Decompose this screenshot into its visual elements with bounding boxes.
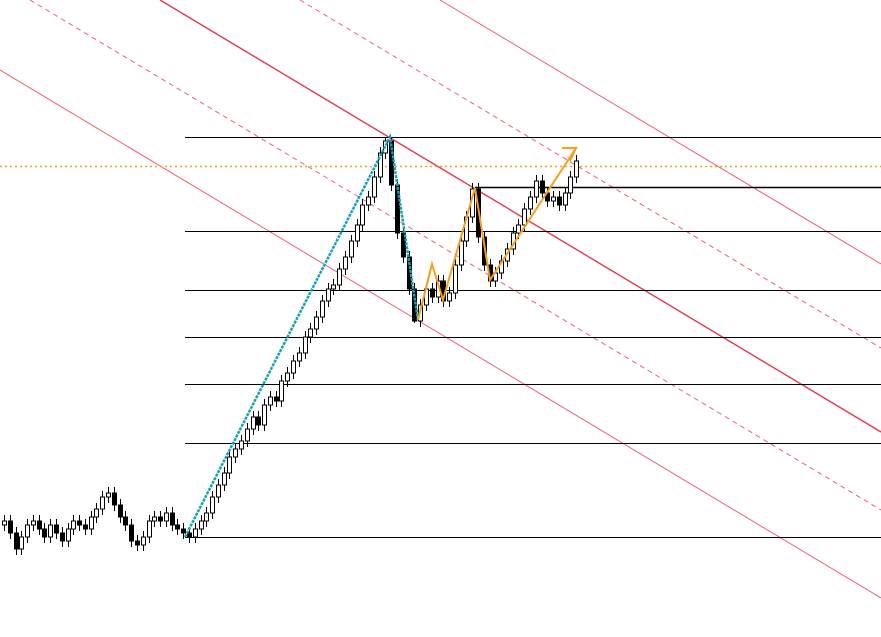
candle-body <box>343 256 348 270</box>
candle-body <box>412 288 417 322</box>
candle-body <box>331 284 336 290</box>
candle-body <box>239 440 244 450</box>
correction-wave <box>417 147 577 321</box>
candle-body <box>285 372 290 382</box>
candle-body <box>534 180 539 198</box>
candle-body <box>135 540 140 546</box>
candle-body <box>303 336 308 354</box>
candle-body <box>181 528 186 534</box>
candle-body <box>574 160 579 178</box>
pitchfork-channel <box>0 0 881 599</box>
candle-body <box>170 512 175 526</box>
candle-body <box>2 520 7 526</box>
candle-body <box>158 516 163 522</box>
candle-body <box>430 288 435 298</box>
candle-body <box>94 508 99 518</box>
candle-body <box>279 380 284 402</box>
candle-body <box>320 300 325 318</box>
candle-body <box>268 396 273 406</box>
candle-body <box>54 524 59 534</box>
candle-body <box>60 532 65 542</box>
candle-body <box>355 224 360 242</box>
candle-body <box>233 448 238 458</box>
candle-body <box>308 328 313 338</box>
candle-body <box>164 512 169 522</box>
candle-body <box>83 524 88 530</box>
candle-body <box>256 416 261 426</box>
candle-body <box>48 524 53 538</box>
candle-body <box>118 504 123 518</box>
wave-arrowhead <box>562 147 578 162</box>
candle-body <box>216 484 221 498</box>
candle-body <box>516 224 521 234</box>
candle-body <box>77 520 82 526</box>
wave-lines <box>183 132 578 538</box>
candle-body <box>297 352 302 362</box>
candle-body <box>262 404 267 426</box>
candle-body <box>89 516 94 530</box>
candle-body <box>274 396 279 402</box>
candle-body <box>557 196 562 206</box>
impulse-wave <box>183 132 420 538</box>
candle-body <box>31 520 36 526</box>
candle-body <box>378 152 383 178</box>
candle-body <box>175 524 180 530</box>
candle-body <box>123 516 128 526</box>
candle-body <box>100 496 105 510</box>
candle-body <box>112 492 117 506</box>
candle-body <box>314 316 319 330</box>
median-line <box>159 0 881 433</box>
candle-body <box>152 516 157 522</box>
candle-body <box>245 428 250 442</box>
candle-body <box>349 240 354 258</box>
candle-body <box>551 196 556 202</box>
candle-body <box>540 180 545 194</box>
fib-levels <box>0 137 881 538</box>
candle-body <box>528 196 533 210</box>
candle-body <box>522 208 527 226</box>
candle-body <box>193 528 198 538</box>
candle-body <box>337 268 342 286</box>
candle-body <box>106 492 111 498</box>
candle-body <box>8 520 13 534</box>
candle-body <box>360 204 365 226</box>
candle-body <box>291 360 296 374</box>
candle-body <box>25 524 30 538</box>
channel-line <box>439 0 881 265</box>
candle-body <box>326 288 331 302</box>
candle-body <box>568 176 573 194</box>
candle-body <box>227 456 232 474</box>
candle-body <box>563 192 568 206</box>
candle-body <box>71 520 76 530</box>
candle-body <box>147 520 152 538</box>
candle-body <box>42 528 47 538</box>
candle-body <box>14 532 19 550</box>
candle-body <box>129 524 134 542</box>
candle-body <box>19 536 24 550</box>
candle-body <box>447 292 452 302</box>
candle-body <box>222 472 227 486</box>
candle-body <box>204 512 209 522</box>
candle-body <box>141 536 146 546</box>
candle-body <box>251 416 256 430</box>
candle-body <box>199 520 204 530</box>
channel-dashed-line <box>299 0 881 349</box>
candles <box>2 137 579 555</box>
candle-body <box>407 256 412 290</box>
candle-body <box>66 528 71 542</box>
channel-line <box>0 69 881 599</box>
candle-body <box>187 532 192 538</box>
candle-body <box>459 240 464 266</box>
candle-body <box>453 264 458 294</box>
candle-body <box>372 176 377 198</box>
candle-body <box>210 496 215 514</box>
candle-body <box>37 520 42 530</box>
candle-body <box>366 196 371 206</box>
